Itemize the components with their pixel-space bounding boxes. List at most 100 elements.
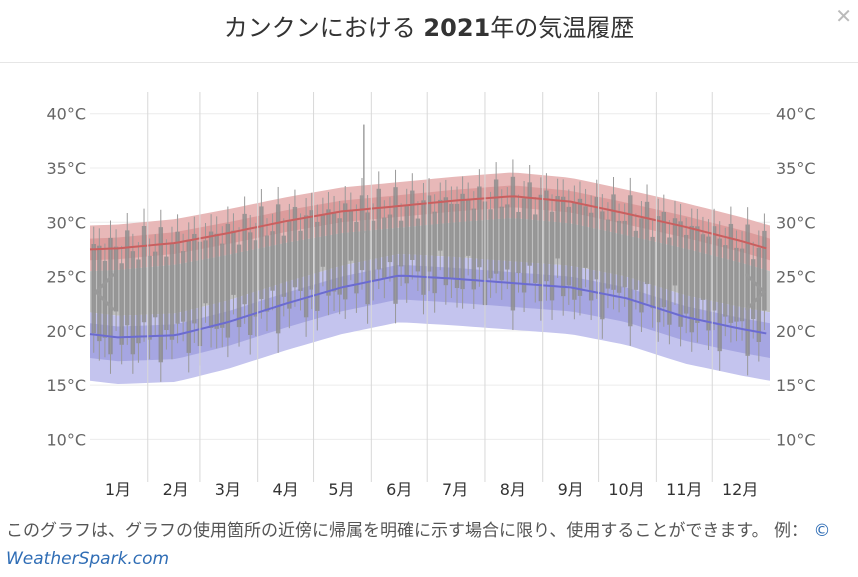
daily-range	[657, 198, 659, 342]
daily-range	[456, 186, 458, 308]
chevron-left-icon[interactable]	[92, 270, 118, 314]
daily-range	[724, 227, 726, 337]
daily-range	[182, 233, 184, 342]
daily-range	[713, 208, 715, 331]
daily-range	[260, 189, 262, 319]
daily-range	[389, 197, 391, 282]
daily-range	[640, 200, 642, 332]
daily-range	[277, 186, 279, 353]
month-label: 5月	[328, 480, 354, 499]
mid-band	[90, 218, 770, 316]
daily-range	[311, 192, 313, 310]
daily-range	[411, 173, 413, 280]
daily-range	[573, 185, 575, 320]
high-band-inner	[90, 185, 770, 261]
daily-range	[417, 201, 419, 291]
daily-range	[294, 189, 296, 307]
daily-range	[422, 182, 424, 315]
daily-range	[439, 182, 441, 271]
y-tick-label-right: 35°C	[776, 159, 816, 178]
credit-link[interactable]: © WeatherSpark.com	[6, 521, 831, 569]
daily-range	[462, 176, 464, 309]
daily-range	[562, 179, 564, 316]
daily-range	[529, 164, 531, 286]
daily-range	[350, 192, 352, 281]
daily-range	[680, 203, 682, 347]
close-icon[interactable]: ✕	[835, 4, 852, 28]
daily-range	[221, 226, 223, 348]
y-tick-label-left: 25°C	[46, 268, 86, 287]
daily-range	[232, 213, 234, 315]
daily-range	[154, 234, 156, 337]
daily-range	[450, 186, 452, 299]
month-label: 1月	[105, 480, 131, 499]
daily-range	[752, 241, 754, 339]
title-location: カンクンにおける	[223, 14, 416, 42]
caption: このグラフは、グラフの使用箇所の近傍に帰属を明確に示す場合に限り、使用することが…	[6, 517, 854, 573]
daily-range	[355, 204, 357, 313]
daily-range	[367, 195, 369, 324]
daily-range	[741, 231, 743, 341]
daily-range	[210, 214, 212, 348]
y-tick-label-left: 10°C	[46, 430, 86, 449]
daily-range	[333, 195, 335, 312]
daily-range	[506, 187, 508, 290]
daily-range	[478, 169, 480, 287]
y-tick-label-right: 20°C	[776, 322, 816, 341]
daily-range	[763, 213, 765, 331]
daily-range	[445, 179, 447, 305]
month-label: 2月	[163, 480, 189, 499]
daily-range	[646, 184, 648, 304]
daily-range	[177, 214, 179, 344]
daily-range	[624, 203, 626, 307]
y-tick-label-right: 15°C	[776, 376, 816, 395]
daily-range	[363, 124, 365, 234]
daily-range	[708, 219, 710, 351]
daily-range	[540, 177, 542, 321]
daily-range	[132, 233, 134, 374]
chart-title: カンクンにおける 2021年の気温履歴	[0, 8, 858, 43]
daily-range	[400, 203, 402, 287]
daily-range	[137, 242, 139, 363]
title-suffix: 年の気温履歴	[490, 14, 635, 42]
daily-range	[188, 222, 190, 373]
daily-range	[238, 227, 240, 347]
daily-range	[300, 213, 302, 311]
daily-range	[109, 220, 111, 374]
daily-range	[629, 177, 631, 346]
daily-range	[288, 203, 290, 329]
daily-range	[344, 186, 346, 319]
daily-range	[428, 178, 430, 292]
y-tick-label-left: 35°C	[46, 159, 86, 178]
daily-range	[590, 195, 592, 321]
y-tick-label-right: 25°C	[776, 268, 816, 287]
daily-range	[557, 178, 559, 278]
daily-range	[685, 217, 687, 334]
daily-range	[406, 188, 408, 303]
daily-range	[361, 177, 363, 290]
daily-range	[613, 177, 615, 310]
y-tick-label-left: 20°C	[46, 322, 86, 341]
daily-range	[305, 198, 307, 337]
daily-range	[115, 229, 117, 332]
daily-range	[523, 181, 525, 313]
temperature-chart: 1月 2月 3月 4月 5月 6月 7月 8月 9月 10月 11月 12月 10°C 10°C 15°C 1…	[46, 92, 816, 499]
daily-range	[719, 221, 721, 371]
daily-range	[372, 203, 374, 301]
daily-range	[618, 203, 620, 313]
daily-range	[339, 200, 341, 315]
month-label: 3月	[215, 480, 241, 499]
title-year: 2021	[423, 14, 491, 42]
avg-high-line	[89, 195, 767, 251]
y-tick-label-right: 10°C	[776, 430, 816, 449]
daily-range	[121, 245, 123, 365]
y-tick-label-left: 40°C	[46, 105, 86, 124]
daily-range	[216, 216, 218, 349]
daily-range	[327, 191, 329, 316]
daily-range	[383, 200, 385, 299]
daily-range	[322, 197, 324, 287]
month-label: 8月	[500, 480, 526, 499]
daily-range	[272, 213, 274, 311]
chevron-right-icon[interactable]	[742, 270, 768, 314]
daily-range	[283, 218, 285, 317]
